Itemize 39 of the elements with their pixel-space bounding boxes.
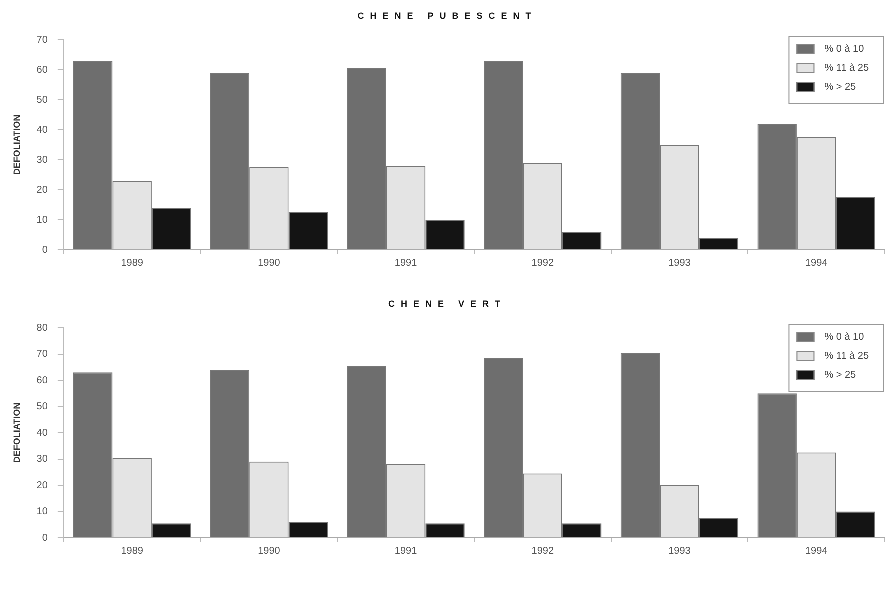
y-tick-label: 80 <box>36 322 48 334</box>
legend-label: % 11 à 25 <box>824 62 870 74</box>
x-tick-label: 1994 <box>805 546 828 557</box>
y-tick-label: 50 <box>36 94 48 106</box>
y-tick-label: 70 <box>36 34 48 46</box>
chart-title: CHENE VERT <box>387 298 508 311</box>
legend-label: % 0 à 10 <box>824 332 865 343</box>
y-tick-label: 70 <box>36 349 48 360</box>
x-tick-label: 1990 <box>258 258 281 269</box>
legend-label: % 0 à 10 <box>824 44 865 55</box>
x-tick-label: 1989 <box>121 258 144 269</box>
x-tick-label: 1992 <box>532 258 554 269</box>
y-tick-label: 30 <box>36 154 48 166</box>
y-tick-label: 10 <box>36 506 48 518</box>
x-tick-label: 1993 <box>668 546 692 557</box>
legend-label: % > 25 <box>824 370 857 381</box>
x-tick-label: 1991 <box>394 546 418 557</box>
y-tick-label: 40 <box>36 124 48 136</box>
y-tick-label: 50 <box>36 402 48 412</box>
legend-label: % > 25 <box>824 82 857 93</box>
x-tick-label: 1990 <box>258 546 281 557</box>
chart-title: CHENE PUBESCENT <box>356 10 538 23</box>
y-tick-label: 20 <box>36 480 48 492</box>
y-tick-label: 20 <box>36 184 48 196</box>
legend-label: % 11 à 25 <box>824 350 870 362</box>
y-axis-title: DEFOLIATION <box>12 402 22 464</box>
x-tick-label: 1991 <box>394 258 418 269</box>
y-axis-title: DEFOLIATION <box>12 114 22 176</box>
y-tick-label: 60 <box>36 64 48 76</box>
y-tick-label: 0 <box>42 532 48 544</box>
y-tick-label: 30 <box>36 454 48 465</box>
y-tick-label: 0 <box>42 244 48 256</box>
x-tick-label: 1989 <box>121 546 144 557</box>
y-tick-label: 60 <box>36 375 48 386</box>
x-tick-label: 1993 <box>668 258 692 269</box>
x-tick-label: 1992 <box>532 546 554 557</box>
y-tick-label: 10 <box>36 214 48 226</box>
y-tick-label: 40 <box>36 428 48 439</box>
x-tick-label: 1994 <box>805 258 828 269</box>
